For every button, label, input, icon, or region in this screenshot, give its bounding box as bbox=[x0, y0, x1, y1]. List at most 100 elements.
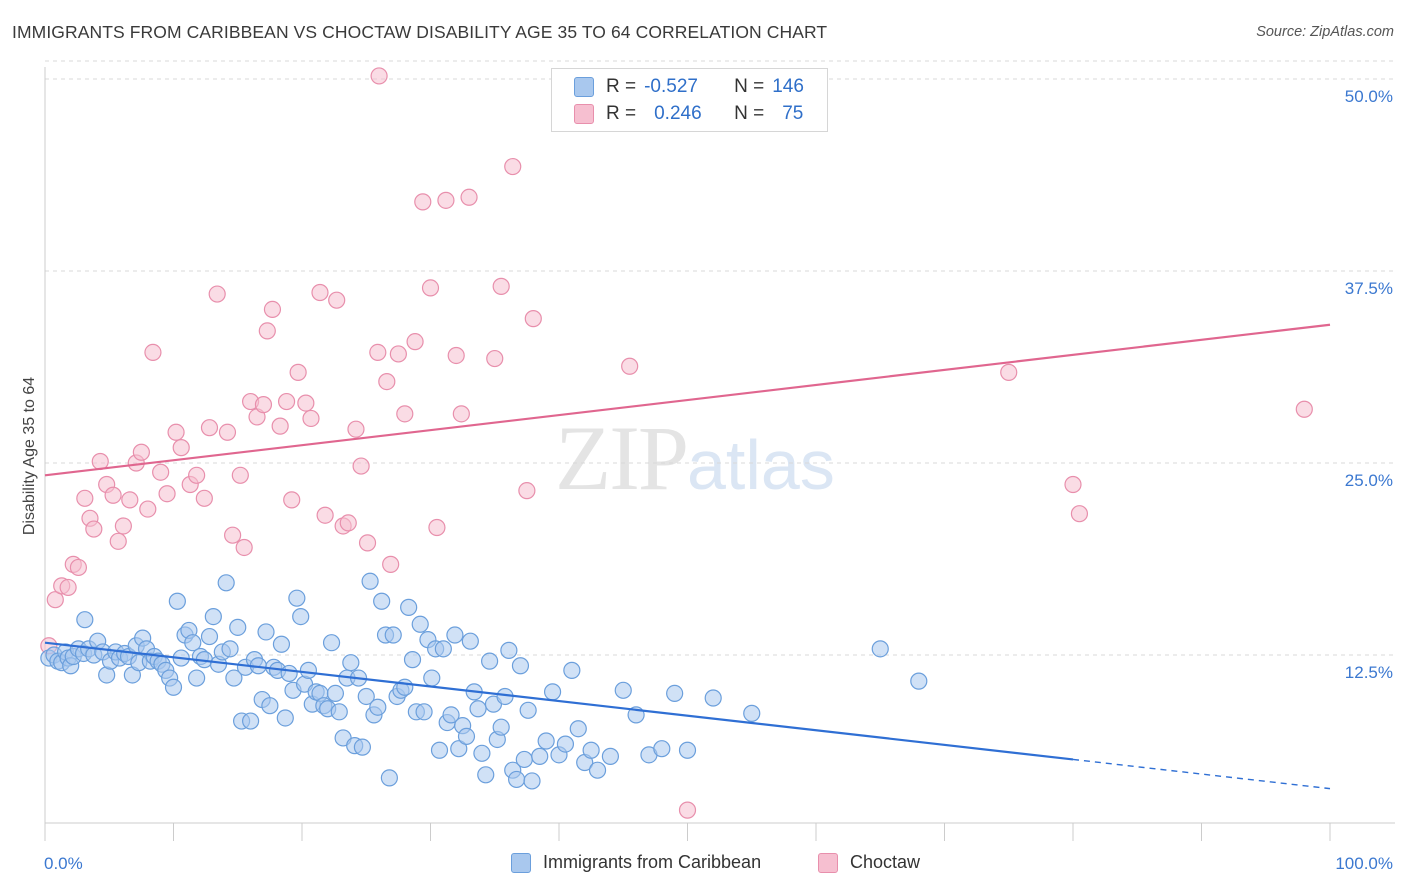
caribbean-point bbox=[272, 635, 291, 653]
caribbean-point bbox=[500, 641, 518, 659]
caribbean-point bbox=[537, 732, 555, 750]
n-label: N = bbox=[734, 103, 765, 124]
choctaw-point bbox=[452, 405, 470, 423]
choctaw-point bbox=[224, 526, 242, 544]
choctaw-point bbox=[104, 486, 122, 504]
caribbean-point bbox=[342, 654, 360, 672]
caribbean-point bbox=[523, 772, 541, 790]
choctaw-point bbox=[460, 188, 478, 206]
caribbean-point bbox=[168, 592, 186, 610]
stats-legend: R = -0.527 N = 146 R = 0.246 N = 75 bbox=[551, 68, 828, 132]
choctaw-point bbox=[316, 506, 334, 524]
caribbean-point bbox=[519, 701, 537, 719]
choctaw-point bbox=[437, 191, 455, 209]
choctaw-point bbox=[370, 67, 388, 85]
caribbean-point bbox=[288, 589, 306, 607]
choctaw-point bbox=[158, 485, 176, 503]
choctaw-point bbox=[46, 591, 64, 609]
choctaw-point bbox=[85, 520, 103, 538]
choctaw-point bbox=[486, 349, 504, 368]
caribbean-point bbox=[276, 709, 294, 727]
caribbean-point bbox=[217, 574, 235, 592]
choctaw-point bbox=[518, 482, 536, 500]
caribbean-point bbox=[225, 669, 243, 687]
choctaw-point bbox=[621, 357, 639, 375]
choctaw-point bbox=[109, 532, 127, 550]
caribbean-point bbox=[369, 698, 387, 716]
choctaw-point bbox=[132, 443, 150, 461]
choctaw-point bbox=[347, 420, 365, 438]
choctaw-point bbox=[114, 517, 132, 535]
caribbean-point bbox=[569, 720, 587, 738]
choctaw-swatch bbox=[574, 104, 594, 124]
n-value: 75 bbox=[782, 103, 804, 124]
caribbean-point bbox=[653, 740, 671, 758]
choctaw-point bbox=[167, 423, 185, 441]
choctaw-point bbox=[389, 345, 407, 363]
choctaw-legend-swatch bbox=[818, 852, 838, 873]
caribbean-point bbox=[373, 592, 391, 610]
choctaw-point bbox=[311, 283, 329, 302]
legend-label-caribbean: Immigrants from Caribbean bbox=[543, 852, 762, 872]
caribbean-point bbox=[380, 769, 398, 787]
caribbean-point bbox=[411, 615, 429, 633]
choctaw-point bbox=[76, 489, 94, 507]
caribbean-swatch bbox=[574, 77, 594, 97]
caribbean-point bbox=[442, 706, 460, 724]
caribbean-point bbox=[481, 652, 499, 670]
y-tick-label: 37.5% bbox=[1345, 279, 1393, 298]
caribbean-point bbox=[292, 607, 310, 626]
caribbean-point bbox=[556, 735, 575, 753]
choctaw-point bbox=[254, 396, 273, 414]
choctaw-point bbox=[218, 423, 237, 441]
caribbean-point bbox=[415, 703, 433, 721]
choctaw-point bbox=[69, 558, 88, 577]
choctaw-point bbox=[369, 343, 387, 362]
choctaw-point bbox=[406, 333, 424, 351]
choctaw-point bbox=[328, 291, 346, 309]
choctaw-point bbox=[358, 534, 377, 552]
n-label: N = bbox=[734, 76, 765, 97]
caribbean-point bbox=[531, 747, 549, 765]
caribbean-point bbox=[361, 572, 379, 590]
y-tick-label: 50.0% bbox=[1345, 87, 1393, 106]
caribbean-point bbox=[543, 683, 562, 701]
watermark: ZIPatlas bbox=[555, 405, 835, 511]
choctaw-point bbox=[188, 466, 206, 484]
choctaw-point bbox=[352, 457, 370, 475]
choctaw-point bbox=[195, 489, 213, 507]
choctaw-point bbox=[678, 801, 697, 819]
caribbean-point bbox=[614, 681, 632, 699]
caribbean-point bbox=[910, 672, 928, 690]
caribbean-point bbox=[582, 741, 600, 759]
n-value: 146 bbox=[772, 76, 804, 97]
caribbean-point bbox=[257, 623, 275, 641]
caribbean-point bbox=[396, 678, 414, 696]
stats-legend-row-choctaw: R = 0.246 N = 75 bbox=[574, 102, 803, 126]
source-note: Source: ZipAtlas.com bbox=[1256, 24, 1394, 40]
caribbean-point bbox=[200, 627, 219, 646]
x-tick-label: 100.0% bbox=[1335, 854, 1393, 873]
caribbean-point bbox=[461, 632, 479, 650]
caribbean-legend-swatch bbox=[511, 852, 531, 873]
caribbean-trend-extension bbox=[1072, 758, 1331, 790]
caribbean-point bbox=[704, 689, 722, 707]
r-label: R = bbox=[606, 103, 637, 124]
caribbean-point bbox=[400, 598, 418, 616]
choctaw-point bbox=[289, 363, 307, 381]
caribbean-point bbox=[164, 678, 183, 696]
caribbean-point bbox=[357, 687, 375, 706]
choctaw-point bbox=[277, 392, 296, 411]
y-tick-label: 12.5% bbox=[1345, 663, 1393, 682]
caribbean-point bbox=[423, 669, 441, 687]
choctaw-point bbox=[302, 409, 320, 428]
stats-legend-row-caribbean: R = -0.527 N = 146 bbox=[574, 75, 804, 99]
y-tick-label: 25.0% bbox=[1345, 471, 1393, 490]
caribbean-point bbox=[492, 718, 510, 736]
caribbean-point bbox=[743, 704, 761, 722]
caribbean-point bbox=[322, 634, 341, 652]
caribbean-point bbox=[403, 651, 422, 669]
caribbean-point bbox=[261, 697, 279, 715]
r-label: R = bbox=[606, 76, 637, 97]
